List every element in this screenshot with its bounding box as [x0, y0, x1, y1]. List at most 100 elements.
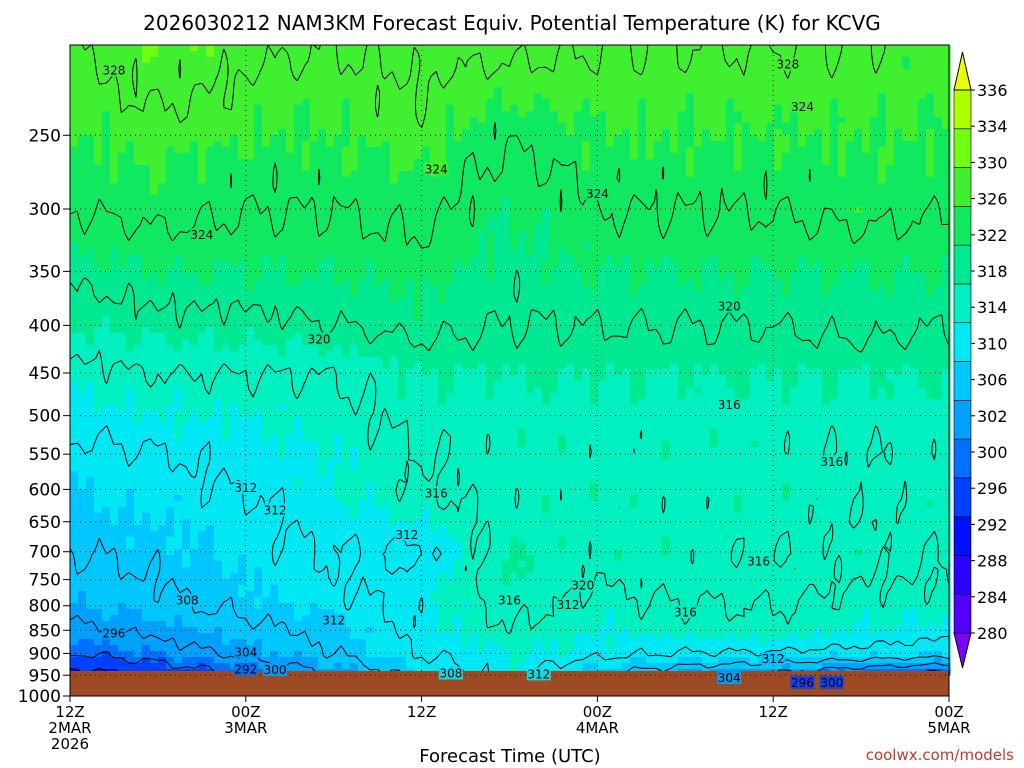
field-cell	[374, 639, 383, 646]
field-cell	[198, 477, 207, 484]
field-cell	[406, 591, 415, 598]
field-cell	[406, 213, 415, 220]
field-cell	[182, 93, 191, 100]
field-cell	[326, 183, 335, 190]
field-cell	[214, 561, 223, 568]
field-cell	[78, 141, 87, 148]
field-cell	[126, 387, 135, 394]
field-cell	[350, 627, 359, 634]
field-cell	[174, 261, 183, 268]
field-cell	[118, 507, 127, 514]
field-cell	[262, 249, 271, 256]
field-cell	[318, 315, 327, 322]
field-cell	[382, 561, 391, 568]
field-cell	[238, 129, 247, 136]
field-cell	[334, 279, 343, 286]
field-cell	[198, 435, 207, 442]
field-cell	[190, 273, 199, 280]
field-cell	[350, 279, 359, 286]
field-cell	[174, 267, 183, 274]
field-cell	[398, 489, 407, 496]
field-cell	[350, 87, 359, 94]
field-cell	[326, 453, 335, 460]
field-cell	[230, 543, 239, 550]
field-cell	[126, 411, 135, 418]
field-cell	[222, 417, 231, 424]
field-cell	[358, 87, 367, 94]
field-cell	[86, 549, 95, 556]
field-cell	[302, 519, 311, 526]
field-cell	[222, 387, 231, 394]
field-cell	[374, 123, 383, 130]
field-cell	[254, 375, 263, 382]
field-cell	[174, 129, 183, 136]
field-cell	[214, 495, 223, 502]
field-cell	[358, 267, 367, 274]
field-cell	[270, 333, 279, 340]
field-cell	[246, 267, 255, 274]
field-cell	[86, 645, 95, 652]
field-cell	[222, 189, 231, 196]
field-cell	[150, 315, 159, 322]
field-cell	[398, 471, 407, 478]
field-cell	[318, 249, 327, 256]
field-cell	[366, 207, 375, 214]
field-cell	[366, 171, 375, 178]
field-cell	[110, 453, 119, 460]
field-cell	[142, 123, 151, 130]
field-cell	[398, 165, 407, 172]
field-cell	[382, 441, 391, 448]
field-cell	[406, 255, 415, 262]
field-cell	[262, 165, 271, 172]
field-cell	[70, 273, 79, 280]
field-cell	[406, 171, 415, 178]
field-cell	[158, 429, 167, 436]
field-cell	[390, 297, 399, 304]
field-cell	[254, 201, 263, 208]
field-cell	[366, 387, 375, 394]
field-cell	[110, 75, 119, 82]
field-cell	[174, 147, 183, 154]
field-cell	[134, 441, 143, 448]
field-cell	[134, 663, 143, 670]
field-cell	[190, 357, 199, 364]
field-cell	[374, 507, 383, 514]
field-cell	[318, 93, 327, 100]
field-cell	[446, 231, 455, 238]
field-cell	[238, 573, 247, 580]
field-cell	[182, 459, 191, 466]
field-cell	[286, 261, 295, 268]
field-cell	[334, 171, 343, 178]
field-cell	[334, 363, 343, 370]
field-cell	[126, 417, 135, 424]
field-cell	[70, 399, 79, 406]
field-cell	[446, 195, 455, 202]
field-cell	[342, 447, 351, 454]
field-cell	[326, 639, 335, 646]
field-cell	[358, 483, 367, 490]
field-cell	[382, 621, 391, 628]
field-cell	[166, 117, 175, 124]
field-cell	[262, 303, 271, 310]
field-cell	[446, 135, 455, 142]
field-cell	[198, 651, 207, 658]
field-cell	[198, 363, 207, 370]
field-cell	[310, 237, 319, 244]
field-cell	[398, 621, 407, 628]
field-cell	[86, 99, 95, 106]
field-cell	[286, 399, 295, 406]
field-cell	[118, 447, 127, 454]
field-cell	[214, 645, 223, 652]
field-cell	[390, 393, 399, 400]
field-cell	[438, 387, 447, 394]
field-cell	[366, 195, 375, 202]
field-cell	[182, 123, 191, 130]
field-cell	[414, 381, 423, 388]
field-cell	[190, 651, 199, 658]
field-cell	[270, 177, 279, 184]
field-cell	[102, 663, 111, 670]
field-cell	[398, 87, 407, 94]
field-cell	[406, 501, 415, 508]
field-cell	[118, 645, 127, 652]
field-cell	[358, 213, 367, 220]
